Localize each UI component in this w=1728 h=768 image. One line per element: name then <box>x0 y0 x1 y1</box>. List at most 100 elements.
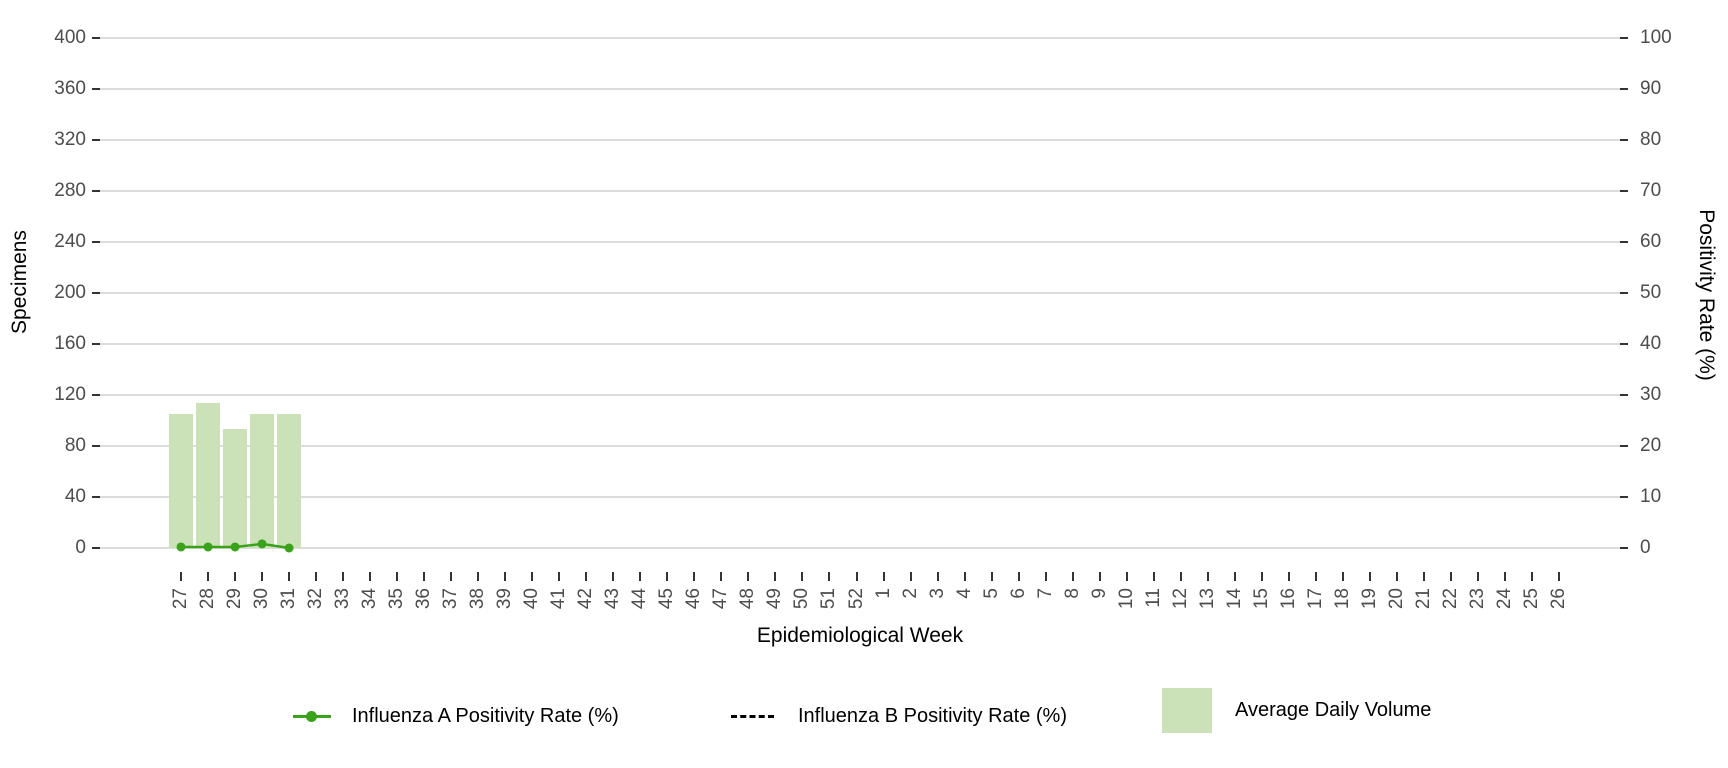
x-axis-tick <box>639 572 642 581</box>
right-axis-tick <box>1620 88 1628 90</box>
right-axis-tick-label: 60 <box>1640 231 1662 252</box>
x-axis-tick <box>882 572 885 581</box>
influenza-a-point <box>203 542 213 552</box>
volume-bar <box>277 414 302 548</box>
x-axis-tick <box>1449 572 1452 581</box>
right-axis-tick-label: 40 <box>1640 333 1662 354</box>
x-axis-tick <box>720 572 723 581</box>
x-axis-tick <box>801 572 804 581</box>
left-axis-tick-label: 120 <box>54 384 86 405</box>
x-axis-tick <box>774 572 777 581</box>
x-axis-tick <box>1206 572 1209 581</box>
left-axis-tick-label: 160 <box>54 333 86 354</box>
right-axis-tick-label: 90 <box>1640 78 1662 99</box>
left-axis-tick-label: 280 <box>54 180 86 201</box>
x-axis-tick <box>1341 572 1344 581</box>
x-axis-tick <box>234 572 237 581</box>
legend-label-influenza-a: Influenza A Positivity Rate (%) <box>352 704 619 727</box>
right-axis-tick <box>1620 139 1628 141</box>
x-axis-tick <box>423 572 426 581</box>
left-axis-tick-label: 240 <box>54 231 86 252</box>
influenza-a-point <box>176 542 186 552</box>
gridline <box>100 496 1620 498</box>
right-axis-tick-label: 50 <box>1640 282 1662 303</box>
legend-label-influenza-b: Influenza B Positivity Rate (%) <box>798 704 1067 727</box>
x-axis-tick <box>504 572 507 581</box>
x-axis-tick <box>342 572 345 581</box>
right-axis-tick-label: 80 <box>1640 129 1662 150</box>
volume-bar <box>196 402 221 548</box>
left-axis-tick-label: 400 <box>54 27 86 48</box>
x-axis-tick <box>666 572 669 581</box>
right-axis-tick <box>1620 343 1628 345</box>
x-axis-tick <box>909 572 912 581</box>
gridline <box>100 190 1620 192</box>
right-axis-tick-label: 20 <box>1640 435 1662 456</box>
right-axis-tick <box>1620 547 1628 549</box>
left-axis-tick <box>92 37 100 39</box>
x-axis-tick <box>1179 572 1182 581</box>
gridline <box>100 292 1620 294</box>
x-axis-tick <box>990 572 993 581</box>
left-axis-tick <box>92 343 100 345</box>
legend-label-volume: Average Daily Volume <box>1235 698 1432 721</box>
x-axis-tick <box>936 572 939 581</box>
right-axis-tick-label: 0 <box>1640 537 1651 558</box>
gridline <box>100 394 1620 396</box>
volume-bar <box>250 414 275 548</box>
left-axis-title: Specimens <box>8 230 31 334</box>
right-axis-tick-label: 30 <box>1640 384 1662 405</box>
x-axis-tick <box>1044 572 1047 581</box>
influenza-a-point <box>230 542 240 552</box>
influenza-b-dash-swatch-icon <box>731 714 774 718</box>
left-axis-tick-label: 40 <box>64 486 86 507</box>
gridline <box>100 88 1620 90</box>
x-axis-tick <box>207 572 210 581</box>
legend-item-influenza-b: Influenza B Positivity Rate (%) <box>731 700 1067 732</box>
gridline <box>100 37 1620 39</box>
left-axis-tick <box>92 241 100 243</box>
left-axis-tick <box>92 445 100 447</box>
gridline <box>100 445 1620 447</box>
left-axis-tick <box>92 496 100 498</box>
influenza-a-line-swatch-icon <box>293 710 331 722</box>
influenza-a-legend-dot <box>306 710 317 722</box>
x-axis-tick <box>1314 572 1317 581</box>
x-axis-tick <box>396 572 399 581</box>
x-axis-tick <box>1098 572 1101 581</box>
volume-swatch-icon <box>1162 687 1212 733</box>
left-axis-tick <box>92 139 100 141</box>
right-axis-tick <box>1620 394 1628 396</box>
left-axis-tick-label: 80 <box>64 435 86 456</box>
x-axis-tick <box>1260 572 1263 581</box>
x-axis-tick <box>747 572 750 581</box>
x-axis-tick <box>828 572 831 581</box>
right-axis-tick <box>1620 292 1628 294</box>
x-axis-tick <box>693 572 696 581</box>
x-axis-tick <box>1558 572 1561 581</box>
right-axis-tick-label: 10 <box>1640 486 1662 507</box>
right-axis-tick <box>1620 190 1628 192</box>
x-axis-tick <box>261 572 264 581</box>
influenza-a-point <box>257 539 267 549</box>
gridline <box>100 139 1620 141</box>
x-axis-tick <box>1071 572 1074 581</box>
x-axis-tick <box>1476 572 1479 581</box>
left-axis-tick <box>92 292 100 294</box>
x-axis-tick <box>855 572 858 581</box>
x-axis-tick <box>612 572 615 581</box>
x-axis-tick <box>963 572 966 581</box>
x-axis-tick <box>180 572 182 581</box>
x-axis-tick <box>1422 572 1425 581</box>
right-axis-tick <box>1620 37 1628 39</box>
legend-item-influenza-a: Influenza A Positivity Rate (%) <box>293 700 619 732</box>
left-axis-tick-label: 200 <box>54 282 86 303</box>
right-axis-title: Positivity Rate (%) <box>1695 209 1718 381</box>
left-axis-tick <box>92 547 100 549</box>
x-axis-tick <box>1233 572 1236 581</box>
x-axis-tick <box>558 572 561 581</box>
x-axis-tick <box>1503 572 1506 581</box>
gridline <box>100 547 1620 549</box>
x-axis-tick <box>450 572 453 581</box>
